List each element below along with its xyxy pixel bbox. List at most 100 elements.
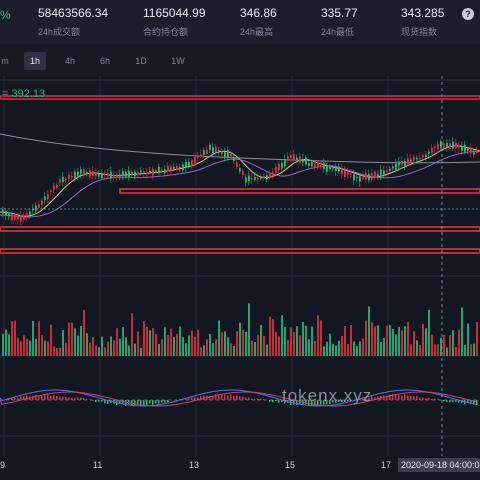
- volume-bar: [353, 341, 355, 356]
- candle-body: [329, 166, 331, 170]
- tab-interval-6h[interactable]: 6h: [99, 56, 110, 66]
- candle-body: [164, 169, 166, 174]
- candle-body: [437, 143, 439, 150]
- candle-body: [26, 213, 28, 217]
- candle-body: [356, 176, 358, 178]
- volume-bar: [308, 339, 310, 356]
- volume-bar: [254, 342, 256, 356]
- ma-prefix: =: [2, 88, 9, 100]
- macd-histogram-bar: [35, 394, 37, 400]
- crosshair-time-badge: 2020-09-18 04:00:00: [398, 458, 480, 472]
- volume-bar: [89, 342, 91, 356]
- volume-bar: [395, 334, 397, 356]
- volume-bar: [428, 309, 430, 356]
- macd-histogram-bar: [326, 400, 328, 405]
- volume-bar: [410, 344, 412, 356]
- tab-interval-1w[interactable]: 1W: [171, 56, 185, 66]
- macd-histogram-bar: [341, 400, 343, 403]
- volume-bar: [422, 324, 424, 356]
- candle-body: [305, 157, 307, 165]
- candle-body: [365, 173, 367, 180]
- candle-body: [68, 174, 70, 180]
- macd-histogram-bar: [431, 398, 433, 400]
- volume-bar: [449, 335, 451, 356]
- tab-interval-1h[interactable]: 1h: [24, 52, 46, 70]
- macd-histogram-bar: [200, 395, 202, 400]
- candle-body: [143, 171, 145, 173]
- macd-histogram-bar: [251, 398, 253, 400]
- help-icon[interactable]: ?: [462, 8, 474, 20]
- candle-body: [398, 161, 400, 166]
- tab-interval-4h[interactable]: 4h: [64, 56, 75, 66]
- tab-interval-1d[interactable]: 1D: [135, 56, 147, 66]
- kline-chart[interactable]: = 392.13 9 11 13 15 17 2020-09-18 04:00:…: [0, 76, 480, 480]
- candle-body: [128, 170, 130, 178]
- candle-body: [431, 147, 433, 154]
- candle-body: [65, 178, 67, 181]
- macd-histogram-bar: [128, 400, 130, 405]
- volume-bar: [248, 303, 250, 356]
- macd-histogram-bar: [275, 400, 277, 401]
- candle-body: [170, 166, 172, 171]
- macd-histogram-bar: [314, 400, 316, 406]
- market-stats-bar: % 58463566.34 24h成交额 1165044.99 合约持仓额 34…: [0, 0, 480, 44]
- macd-histogram-bar: [86, 399, 88, 400]
- volume-bar: [470, 344, 472, 356]
- macd-histogram-bar: [278, 400, 280, 403]
- candle-body: [224, 151, 226, 158]
- macd-histogram-bar: [335, 400, 337, 403]
- chart-canvas[interactable]: [0, 76, 480, 480]
- macd-histogram-bar: [344, 400, 346, 402]
- volume-bar: [389, 325, 391, 356]
- volume-bar: [446, 347, 448, 356]
- macd-histogram-bar: [236, 395, 238, 400]
- candle-body: [92, 170, 94, 177]
- stat-label: 24h最低: [321, 27, 355, 37]
- macd-histogram-bar: [218, 394, 220, 400]
- macd-histogram-bar: [62, 396, 64, 400]
- candle-body: [20, 214, 22, 222]
- candle-body: [116, 175, 118, 178]
- macd-histogram-bar: [254, 399, 256, 400]
- macd-histogram-bar: [71, 397, 73, 400]
- volume-bar: [377, 325, 379, 356]
- macd-histogram-bar: [257, 398, 259, 400]
- macd-histogram-bar: [350, 400, 352, 401]
- candle-body: [2, 209, 4, 214]
- volume-bar: [158, 343, 160, 356]
- macd-histogram-bar: [374, 397, 376, 400]
- candle-body: [374, 171, 376, 178]
- stat-label: 合约持仓额: [143, 27, 189, 37]
- volume-bar: [434, 344, 436, 356]
- macd-histogram-bar: [428, 397, 430, 400]
- candle-body: [476, 149, 478, 153]
- support-line: [119, 188, 480, 194]
- volume-bar: [311, 326, 313, 356]
- macd-histogram-bar: [299, 400, 301, 405]
- macd-histogram-bar: [419, 397, 421, 400]
- stat-open-interest: 1165044.99 合约持仓额: [143, 6, 206, 38]
- tab-interval-minute[interactable]: m: [1, 56, 9, 66]
- volume-bar: [425, 328, 427, 356]
- volume-bar: [107, 341, 109, 356]
- macd-histogram-bar: [77, 397, 79, 400]
- candle-body: [236, 162, 238, 167]
- volume-bar: [317, 315, 319, 356]
- macd-histogram-bar: [422, 397, 424, 400]
- volume-bar: [323, 346, 325, 356]
- candle-body: [422, 154, 424, 158]
- macd-histogram-bar: [122, 400, 124, 404]
- volume-bar: [284, 326, 286, 356]
- candle-body: [194, 156, 196, 164]
- macd-histogram-bar: [23, 396, 25, 400]
- volume-bar: [296, 326, 298, 356]
- volume-bar: [140, 347, 142, 356]
- candle-body: [47, 193, 49, 200]
- candle-body: [464, 144, 466, 152]
- macd-histogram-bar: [44, 394, 46, 400]
- volume-bar: [260, 325, 262, 356]
- volume-bar: [14, 320, 16, 356]
- volume-bar: [17, 338, 19, 356]
- volume-bar: [26, 338, 28, 356]
- macd-histogram-bar: [203, 395, 205, 400]
